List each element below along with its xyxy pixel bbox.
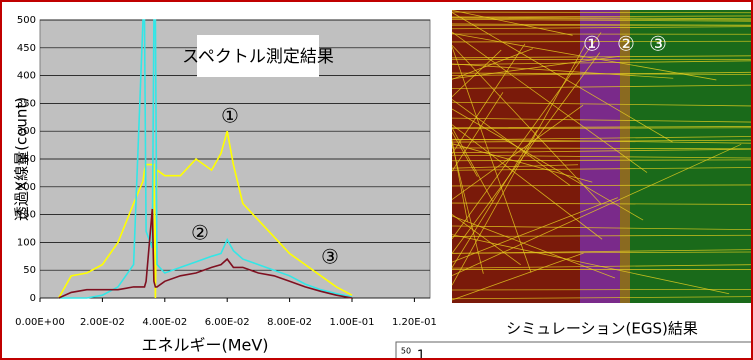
x-tick-label: 4.00E-02 <box>142 317 187 328</box>
y-tick-label: 500 <box>17 15 36 26</box>
sim-label: ① <box>583 32 601 56</box>
y-tick-label: 400 <box>17 71 36 82</box>
annotation: ② <box>191 221 209 245</box>
x-tick-label: 0.00E+00 <box>15 317 65 328</box>
x-axis-label: エネルギー(MeV) <box>141 336 268 355</box>
x-tick-label: 8.00E-02 <box>267 317 312 328</box>
annotation: ③ <box>321 245 339 269</box>
x-tick-label: 1.00E-01 <box>330 317 375 328</box>
x-tick-label: 6.00E-02 <box>205 317 250 328</box>
sim-label: ② <box>617 32 635 56</box>
y-axis-label: 透過X線量(count) <box>13 97 31 221</box>
screenshot: 0501001502002503003504004505000.00E+002.… <box>0 0 753 360</box>
figure: 0501001502002503003504004505000.00E+002.… <box>2 2 751 358</box>
sim-label: ③ <box>649 32 667 56</box>
y-tick-label: 100 <box>17 237 36 248</box>
sim-caption: シミュレーション(EGS)結果 <box>506 320 698 338</box>
inset-tick: 50 <box>401 347 411 356</box>
inset-text: 1 <box>417 349 425 359</box>
inset-chart <box>396 342 751 358</box>
x-tick-label: 1.20E-01 <box>392 317 437 328</box>
y-tick-label: 0 <box>30 293 36 304</box>
chart-title: スペクトル測定結果 <box>182 47 334 67</box>
x-tick-label: 2.00E-02 <box>80 317 125 328</box>
y-tick-label: 50 <box>23 265 36 276</box>
annotation: ① <box>221 104 239 128</box>
y-tick-label: 450 <box>17 43 36 54</box>
